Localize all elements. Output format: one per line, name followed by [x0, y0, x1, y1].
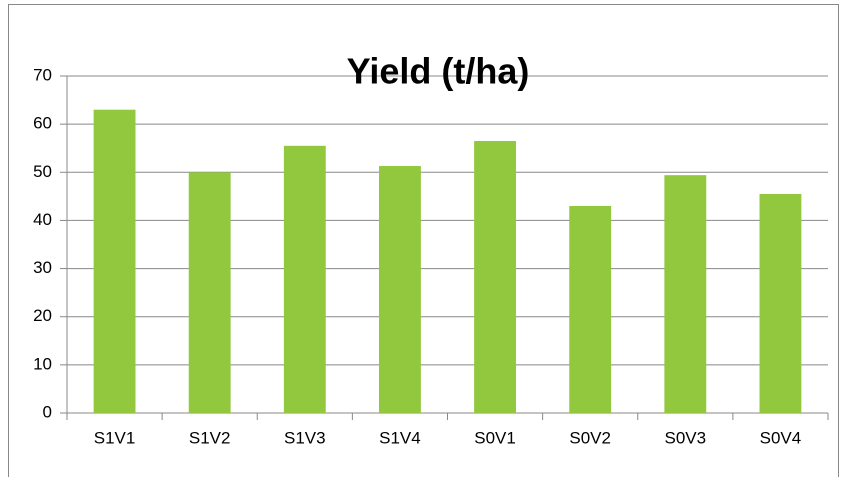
bar	[664, 175, 707, 413]
x-tick-label: S0V3	[665, 428, 707, 447]
y-tick-label: 10	[33, 354, 52, 373]
bar	[93, 109, 136, 413]
bar	[569, 205, 612, 413]
bar	[759, 193, 802, 413]
chart-title: Yield (t/ha)	[347, 51, 530, 92]
y-tick-label: 20	[33, 306, 52, 325]
chart-border	[8, 4, 839, 477]
grid: 0 10 20 30 40 50 60 70 S1V1 S1V2 S1V3 S1V4 S0V1 S0V2 S…	[33, 65, 829, 447]
x-tick-label: S0V1	[474, 428, 516, 447]
bar	[188, 172, 231, 413]
x-tick-label: S1V4	[379, 428, 421, 447]
x-tick-label: S0V2	[569, 428, 611, 447]
x-tick-label: S0V4	[760, 428, 802, 447]
bars	[93, 109, 802, 414]
x-tick-label: S1V1	[94, 428, 136, 447]
y-tick-label: 0	[43, 402, 52, 421]
bar	[474, 140, 516, 413]
bar	[283, 145, 326, 414]
y-tick-label: 30	[33, 258, 52, 277]
y-tick-label: 40	[33, 210, 52, 229]
y-tick-label: 50	[33, 162, 52, 181]
bar	[379, 166, 421, 413]
y-tick-label: 70	[33, 65, 52, 84]
y-tick-label: 60	[33, 114, 52, 133]
x-tick-label: S1V2	[189, 428, 231, 447]
x-tick-label: S1V3	[284, 428, 326, 447]
